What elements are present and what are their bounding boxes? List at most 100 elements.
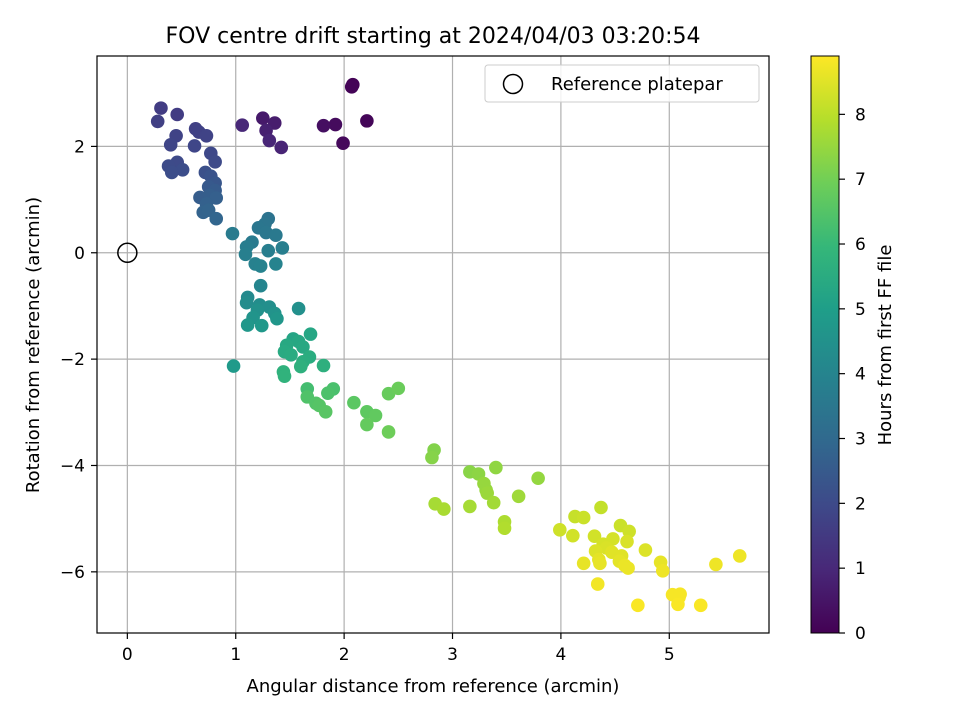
- data-point: [486, 495, 501, 510]
- x-tick-label: 5: [664, 645, 675, 665]
- y-axis-label: Rotation from reference (arcmin): [23, 197, 44, 493]
- data-point: [170, 107, 185, 122]
- grid-lines: [97, 56, 769, 633]
- data-point: [275, 241, 290, 255]
- data-point: [253, 259, 268, 273]
- data-point: [284, 348, 298, 362]
- data-point: [631, 598, 645, 613]
- data-point: [293, 359, 308, 374]
- data-point: [291, 301, 306, 316]
- y-tick-label: 0: [74, 244, 85, 264]
- x-tick-label: 4: [555, 645, 566, 665]
- data-point: [638, 543, 653, 557]
- data-point: [437, 502, 451, 516]
- data-point: [226, 359, 241, 373]
- data-point: [187, 139, 202, 153]
- data-point: [269, 228, 283, 243]
- data-point: [303, 327, 318, 341]
- data-point: [262, 133, 277, 148]
- plot-frame: [96, 55, 770, 634]
- data-point: [347, 395, 361, 410]
- data-point: [463, 499, 477, 514]
- data-point: [209, 211, 224, 226]
- y-axis-ticks: −6 −4 −2 0 2: [60, 137, 97, 583]
- data-point: [425, 450, 439, 465]
- colorbar-tick-label: 7: [855, 170, 866, 190]
- data-point: [321, 386, 335, 400]
- data-point: [261, 243, 276, 258]
- data-point: [732, 549, 747, 563]
- data-point: [480, 486, 494, 500]
- data-point: [622, 524, 636, 539]
- data-point: [531, 471, 545, 486]
- data-point: [277, 369, 292, 383]
- colorbar: 0 1 2 3 4 5 6 7 8 Hours from first FF file: [810, 55, 896, 644]
- data-point: [270, 311, 284, 326]
- colorbar-tick-label: 6: [855, 235, 866, 255]
- data-point: [240, 318, 255, 332]
- data-point: [511, 489, 526, 504]
- y-tick-label: −6: [60, 563, 85, 583]
- data-point: [150, 114, 165, 129]
- data-point: [296, 340, 310, 354]
- data-point: [316, 118, 331, 133]
- colorbar-tick-label: 5: [855, 300, 866, 320]
- colorbar-tick-label: 1: [855, 559, 866, 579]
- data-point: [208, 155, 222, 169]
- colorbar-tick-label: 4: [855, 365, 866, 385]
- scatter-points: [150, 77, 747, 613]
- reference-platepar-marker: [117, 242, 138, 264]
- data-point: [594, 500, 608, 515]
- chart-title: FOV centre drift starting at 2024/04/03 …: [166, 24, 701, 49]
- data-point: [671, 597, 685, 612]
- data-point: [274, 140, 289, 155]
- data-point: [576, 556, 591, 571]
- y-tick-label: 2: [74, 137, 85, 157]
- y-tick-label: −2: [60, 350, 85, 370]
- data-point: [709, 557, 723, 572]
- x-axis-label: Angular distance from reference (arcmin): [247, 676, 620, 697]
- data-point: [175, 163, 190, 177]
- data-point: [238, 247, 253, 262]
- data-point: [693, 598, 708, 613]
- x-tick-label: 3: [447, 645, 458, 665]
- data-point: [163, 138, 178, 152]
- data-point: [336, 136, 350, 151]
- x-tick-label: 2: [339, 645, 350, 665]
- data-point: [593, 556, 607, 571]
- data-point: [318, 404, 333, 419]
- colorbar-tick-label: 3: [855, 430, 866, 450]
- data-point: [368, 408, 383, 423]
- y-tick-label: −4: [60, 456, 85, 476]
- data-point: [566, 528, 580, 543]
- data-point: [316, 358, 331, 373]
- reference-marker-group: [117, 242, 138, 264]
- data-point: [590, 577, 605, 591]
- x-tick-label: 1: [230, 645, 241, 665]
- colorbar-tick-label: 0: [855, 624, 866, 644]
- plot-area: 0 1 2 3 4 5 −6 −4 −2 0 2: [60, 55, 770, 665]
- x-tick-label: 0: [122, 645, 133, 665]
- data-point: [164, 165, 179, 180]
- data-point: [576, 510, 591, 525]
- data-point: [489, 460, 503, 475]
- data-point: [344, 80, 359, 94]
- data-point: [253, 278, 268, 293]
- data-point: [620, 534, 634, 549]
- legend-marker-icon: [502, 73, 524, 95]
- data-point: [360, 417, 374, 432]
- data-point: [360, 114, 374, 128]
- data-point: [655, 563, 670, 578]
- colorbar-tick-label: 2: [855, 494, 866, 514]
- data-point: [254, 318, 269, 333]
- data-point: [269, 257, 283, 271]
- colorbar-tick-label: 8: [855, 105, 866, 125]
- data-point: [199, 128, 214, 143]
- data-point: [239, 295, 254, 310]
- data-point: [587, 529, 602, 544]
- data-point: [391, 381, 406, 396]
- colorbar-ticks: 0 1 2 3 4 5 6 7 8: [839, 105, 866, 644]
- legend: Reference platepar: [484, 64, 760, 103]
- data-point: [256, 111, 270, 126]
